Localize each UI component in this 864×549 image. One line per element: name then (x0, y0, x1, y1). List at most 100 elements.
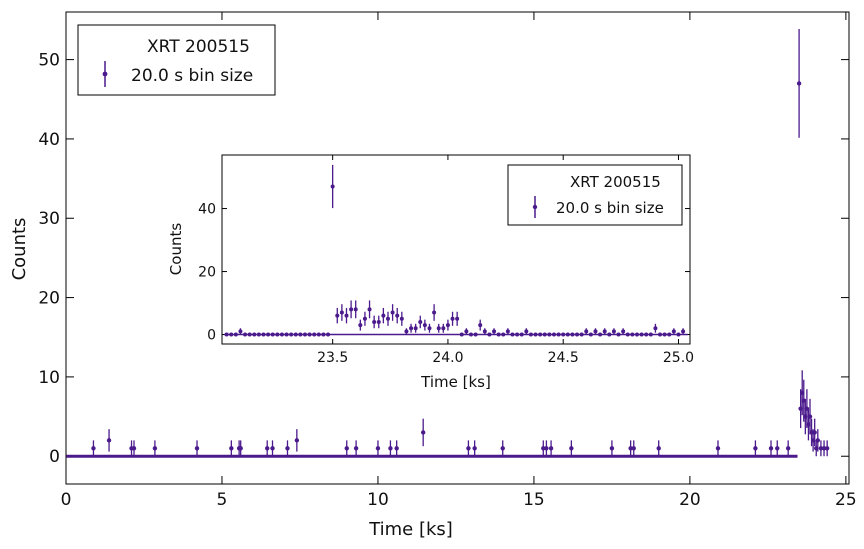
main-data-point (631, 440, 636, 457)
main-data-point (472, 440, 477, 457)
inset-legend-box (507, 164, 683, 226)
main-x-ticks: 0 5 10 15 20 25 (61, 12, 857, 510)
main-y-tick-label: 0 (49, 447, 60, 467)
main-data-point (785, 440, 791, 457)
main-data-point (353, 440, 359, 457)
main-data-point (609, 440, 615, 457)
inset-data-point (427, 323, 432, 333)
inset-data-point (385, 311, 390, 326)
main-data-point (796, 29, 802, 138)
main-data-point (229, 440, 234, 457)
main-x-tick-label: 15 (523, 490, 545, 510)
inset-data-point (584, 328, 589, 335)
inset-data-point (492, 328, 497, 335)
inset-data-point (390, 304, 395, 321)
inset-data-point (335, 307, 340, 324)
main-data-point (91, 440, 96, 457)
inset-data-point (344, 307, 349, 324)
main-data-point (420, 418, 426, 447)
main-data-point (715, 440, 721, 457)
inset-data-point (404, 328, 409, 335)
main-legend-entry: 20.0 s bin size (131, 66, 253, 86)
inset-data-point (602, 328, 607, 335)
inset-legend-entry: 20.0 s bin size (556, 199, 664, 217)
main-y-ticks: 0 10 20 30 40 50 (38, 51, 849, 467)
main-x-tick-label: 25 (835, 490, 857, 510)
main-data-point (548, 440, 554, 457)
main-y-tick-label: 20 (38, 289, 60, 309)
inset-y-tick-label: 40 (198, 201, 216, 217)
main-data-point (818, 440, 824, 457)
main-y-tick-label: 30 (38, 209, 60, 229)
main-data-point (544, 440, 549, 457)
inset-x-ticks: 23.5 24.0 24.5 25.0 (317, 155, 694, 366)
inset-legend-marker (532, 196, 538, 218)
inset-data-point (376, 315, 381, 329)
inset-data-point (422, 319, 427, 331)
main-data-point (807, 398, 813, 435)
main-plot-frame (65, 11, 850, 485)
main-data-point (500, 440, 505, 457)
main-data-point (768, 440, 774, 457)
main-data-point (375, 440, 381, 457)
main-y-tick-label: 50 (38, 51, 60, 71)
inset-data-point (238, 328, 243, 335)
inset-data-point (482, 328, 487, 335)
inset-y-tick-label: 0 (207, 327, 216, 343)
main-y-axis-label: Counts (9, 218, 30, 281)
main-data-point (541, 440, 546, 457)
main-legend-box (77, 24, 276, 96)
inset-data-point (478, 319, 483, 331)
main-data-point (466, 440, 471, 457)
inset-x-tick-label: 25.0 (663, 350, 694, 366)
inset-data-point (339, 304, 344, 321)
inset-data-point (653, 323, 658, 333)
main-data-point (775, 440, 780, 457)
inset-x-tick-label: 23.5 (317, 350, 348, 366)
main-legend-marker (102, 61, 108, 87)
main-data-point (812, 418, 817, 447)
main-data-point (388, 440, 393, 457)
inset-data-point (671, 328, 676, 335)
inset-data-point (358, 319, 363, 331)
inset-data-point (353, 300, 358, 319)
inset-legend-title: XRT 200515 (570, 173, 661, 191)
main-data-point (569, 440, 574, 457)
inset-data-point (418, 315, 423, 329)
inset-y-axis-label: Counts (167, 223, 185, 276)
main-data-point (753, 440, 758, 457)
main-data-point (344, 440, 349, 457)
main-y-tick-label: 40 (38, 130, 60, 150)
main-data-point (394, 440, 399, 457)
inset-data-point (330, 164, 335, 209)
inset-x-axis-label: Time [ks] (420, 373, 491, 391)
main-series-points (91, 29, 830, 457)
inset-data-point (367, 300, 372, 319)
main-legend-title: XRT 200515 (147, 37, 250, 57)
main-data-point (270, 440, 275, 457)
main-y-tick-label: 10 (38, 368, 60, 388)
main-data-point (238, 440, 243, 457)
main-x-tick-label: 5 (217, 490, 228, 510)
inset-data-point (432, 304, 437, 321)
main-x-tick-label: 0 (61, 490, 72, 510)
inset-data-point (450, 311, 455, 326)
inset-x-tick-label: 24.5 (548, 350, 579, 366)
inset-data-point (441, 323, 446, 333)
main-data-point (294, 429, 300, 452)
main-data-point (152, 440, 158, 457)
inset-data-point (395, 307, 400, 324)
inset-data-point (445, 319, 450, 331)
inset-data-point (362, 311, 367, 326)
main-x-tick-label: 20 (679, 490, 701, 510)
inset-data-point (381, 307, 386, 324)
main-data-point (656, 440, 661, 457)
main-data-point (821, 440, 827, 457)
inset-data-point (399, 311, 404, 326)
inset-data-point (436, 323, 441, 333)
main-x-axis-label: Time [ks] (368, 519, 453, 540)
main-data-point (131, 440, 137, 457)
inset-data-point (611, 328, 616, 335)
main-data-point (265, 440, 270, 457)
main-data-point (285, 440, 290, 457)
